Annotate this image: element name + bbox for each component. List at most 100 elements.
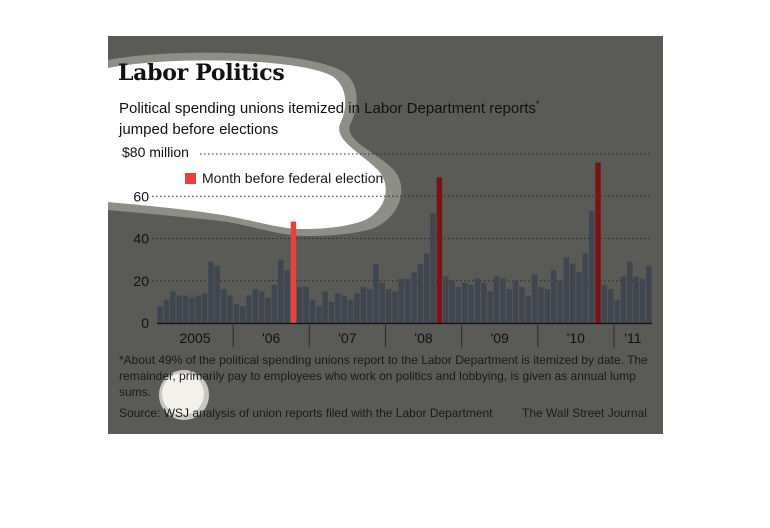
x-axis: 2005 '06 '07 '08 '09 '10 '11 bbox=[157, 322, 652, 347]
footnote: *About 49% of the political spending uni… bbox=[119, 353, 648, 399]
bar bbox=[404, 278, 411, 323]
bar bbox=[379, 282, 386, 323]
bar bbox=[512, 280, 519, 323]
bar bbox=[366, 289, 373, 323]
x-tick-label: 2005 bbox=[179, 330, 210, 346]
bar bbox=[449, 280, 455, 323]
bar bbox=[220, 289, 227, 323]
y-axis-top-label: $80 million bbox=[122, 144, 189, 160]
subtitle-footnote-marker: * bbox=[535, 99, 540, 109]
bar bbox=[189, 297, 195, 323]
bar bbox=[252, 289, 259, 323]
source-note: Source: WSJ analysis of union reports fi… bbox=[119, 406, 493, 420]
bar bbox=[246, 295, 252, 323]
bar bbox=[195, 295, 201, 323]
legend-label: Month before federal election bbox=[202, 170, 384, 186]
bar bbox=[303, 287, 309, 323]
bar bbox=[519, 287, 525, 323]
x-tick-label: '07 bbox=[338, 330, 356, 346]
bar bbox=[614, 299, 620, 323]
bar bbox=[430, 213, 436, 323]
chart-subtitle: Political spending unions itemized in La… bbox=[119, 94, 619, 140]
bar bbox=[462, 282, 468, 323]
election-bar bbox=[436, 177, 443, 323]
bar bbox=[208, 261, 214, 323]
bar bbox=[271, 284, 278, 323]
credit: The Wall Street Journal bbox=[522, 406, 647, 420]
bar bbox=[182, 295, 189, 323]
x-tick-label: '11 bbox=[624, 330, 641, 346]
bar bbox=[525, 295, 531, 323]
bar bbox=[500, 278, 506, 323]
bar bbox=[506, 289, 512, 323]
bar bbox=[373, 263, 379, 323]
bar bbox=[392, 291, 398, 323]
bar bbox=[176, 295, 182, 323]
bar bbox=[487, 291, 493, 323]
bar bbox=[620, 276, 627, 323]
bar bbox=[423, 253, 430, 323]
bar bbox=[258, 291, 265, 323]
bar bbox=[335, 293, 341, 323]
bar bbox=[557, 280, 563, 323]
bar bbox=[493, 276, 500, 323]
bar bbox=[227, 295, 233, 323]
election-bar bbox=[595, 162, 601, 323]
x-tick-label: '09 bbox=[491, 330, 509, 346]
bar bbox=[214, 265, 221, 323]
bar bbox=[601, 284, 608, 323]
x-tick-label: '06 bbox=[262, 330, 280, 346]
bar bbox=[297, 287, 303, 323]
bar bbox=[639, 278, 646, 323]
subtitle-line1: Political spending unions itemized in La… bbox=[119, 100, 536, 117]
bar bbox=[474, 278, 481, 323]
x-tick-label: '10 bbox=[567, 330, 585, 346]
bar bbox=[588, 211, 595, 323]
subtitle-line2: jumped before elections bbox=[119, 121, 279, 138]
highlight-blob bbox=[108, 60, 386, 229]
bar bbox=[646, 265, 652, 323]
bar bbox=[278, 259, 284, 323]
bar bbox=[341, 295, 347, 323]
x-tick-label: '08 bbox=[414, 330, 432, 346]
bar bbox=[163, 299, 170, 323]
bar bbox=[550, 270, 557, 323]
bar bbox=[582, 253, 589, 323]
bar bbox=[316, 306, 322, 323]
bar bbox=[468, 284, 474, 323]
bar bbox=[360, 287, 366, 323]
bar bbox=[455, 287, 462, 323]
election-bar bbox=[290, 221, 297, 323]
legend: Month before federal election bbox=[185, 170, 383, 186]
y-tick-label: 0 bbox=[141, 315, 149, 331]
bar bbox=[385, 289, 392, 323]
bar bbox=[239, 306, 246, 323]
bar bbox=[354, 293, 360, 323]
bar bbox=[417, 263, 424, 323]
legend-swatch bbox=[185, 173, 196, 184]
bar bbox=[531, 274, 538, 323]
bars bbox=[157, 162, 652, 323]
bar bbox=[398, 278, 405, 323]
chart-title: Labor Politics bbox=[118, 60, 285, 86]
bar bbox=[322, 291, 328, 323]
highlight-blobs bbox=[108, 52, 402, 420]
bar bbox=[563, 257, 570, 323]
bar bbox=[233, 303, 240, 323]
bar bbox=[538, 287, 544, 323]
highlight-blob-small bbox=[162, 373, 204, 415]
y-tick-label: 60 bbox=[133, 188, 149, 204]
bar bbox=[328, 301, 335, 323]
bar bbox=[284, 270, 290, 323]
bar bbox=[481, 282, 487, 323]
bar bbox=[201, 293, 208, 323]
bar bbox=[411, 272, 417, 323]
bar bbox=[157, 306, 163, 323]
bar bbox=[347, 299, 354, 323]
bar bbox=[569, 263, 576, 323]
bar bbox=[544, 289, 551, 323]
bar bbox=[443, 276, 449, 323]
bar bbox=[576, 272, 582, 323]
bar bbox=[633, 276, 639, 323]
